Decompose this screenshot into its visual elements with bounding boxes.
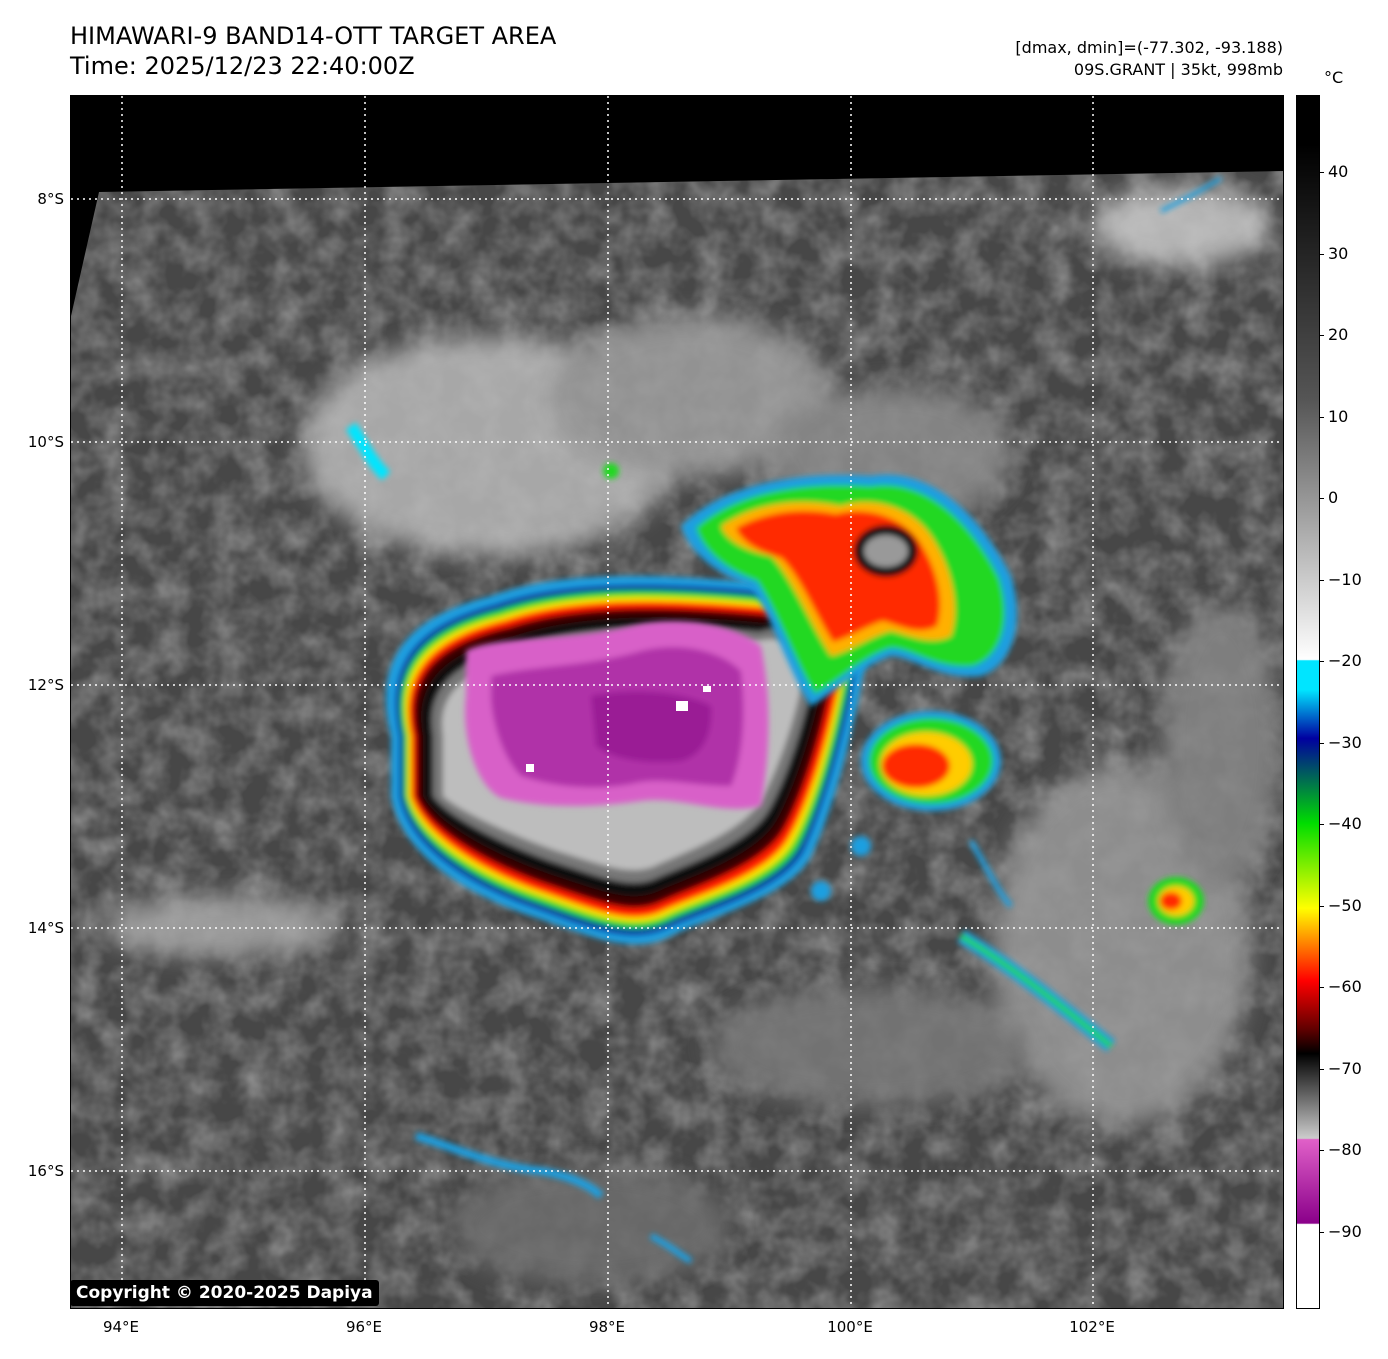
colorbar-tick-label: −10 <box>1328 569 1362 589</box>
colorbar-tick-label: 0 <box>1328 488 1339 508</box>
colorbar-tick-mark <box>1320 824 1324 826</box>
colorbar-tick-mark <box>1320 1068 1324 1070</box>
colorbar-tick-mark <box>1320 1150 1324 1152</box>
colorbar-tick-mark <box>1320 253 1324 255</box>
colorbar-tick-mark <box>1320 905 1324 907</box>
map-title: HIMAWARI-9 BAND14-OTT TARGET AREA <box>70 22 557 50</box>
satellite-imagery <box>71 96 1283 1308</box>
colorbar-tick-label: −30 <box>1328 732 1362 752</box>
colorbar-unit: °C <box>1324 68 1344 87</box>
lat-label-16s: 16°S <box>27 1162 64 1180</box>
colorbar-tick-mark <box>1320 335 1324 337</box>
lon-label-100e: 100°E <box>827 1318 873 1336</box>
lon-label-96e: 96°E <box>345 1318 383 1336</box>
storm-info: 09S.GRANT | 35kt, 998mb <box>1073 60 1283 79</box>
colorbar-tick-label: −20 <box>1328 651 1362 671</box>
dmax-dmin-readout: [dmax, dmin]=(-77.302, -93.188) <box>1015 38 1283 57</box>
lat-label-12s: 12°S <box>27 676 64 694</box>
colorbar-tick-mark <box>1320 416 1324 418</box>
colorbar-tick-mark <box>1320 579 1324 581</box>
lat-label-8s: 8°S <box>37 190 64 208</box>
colorbar-tick-mark <box>1320 661 1324 663</box>
colorbar-tick-mark <box>1320 172 1324 174</box>
colorbar-tick-label: 40 <box>1328 162 1349 182</box>
lon-label-102e: 102°E <box>1069 1318 1115 1336</box>
colorbar-tick-mark <box>1320 498 1324 500</box>
colorbar-tick-label: −80 <box>1328 1140 1362 1160</box>
lat-label-10s: 10°S <box>27 433 64 451</box>
copyright-label: Copyright © 2020-2025 Dapiya <box>70 1280 379 1306</box>
satellite-map <box>70 95 1284 1309</box>
colorbar-tick-label: 20 <box>1328 325 1349 345</box>
colorbar-tick-mark <box>1320 742 1324 744</box>
lon-label-98e: 98°E <box>588 1318 626 1336</box>
lon-label-94e: 94°E <box>102 1318 140 1336</box>
colorbar-tick-label: 30 <box>1328 243 1349 263</box>
colorbar-tick-label: 10 <box>1328 406 1349 426</box>
colorbar-tick-mark <box>1320 1231 1324 1233</box>
colorbar-tick-label: −60 <box>1328 977 1362 997</box>
map-time: Time: 2025/12/23 22:40:00Z <box>70 52 415 80</box>
lat-label-14s: 14°S <box>27 919 64 937</box>
colorbar-tick-mark <box>1320 987 1324 989</box>
colorbar-tick-label: −90 <box>1328 1221 1362 1241</box>
colorbar-tick-label: −70 <box>1328 1058 1362 1078</box>
colorbar <box>1296 95 1320 1309</box>
colorbar-tick-label: −50 <box>1328 895 1362 915</box>
colorbar-tick-label: −40 <box>1328 814 1362 834</box>
